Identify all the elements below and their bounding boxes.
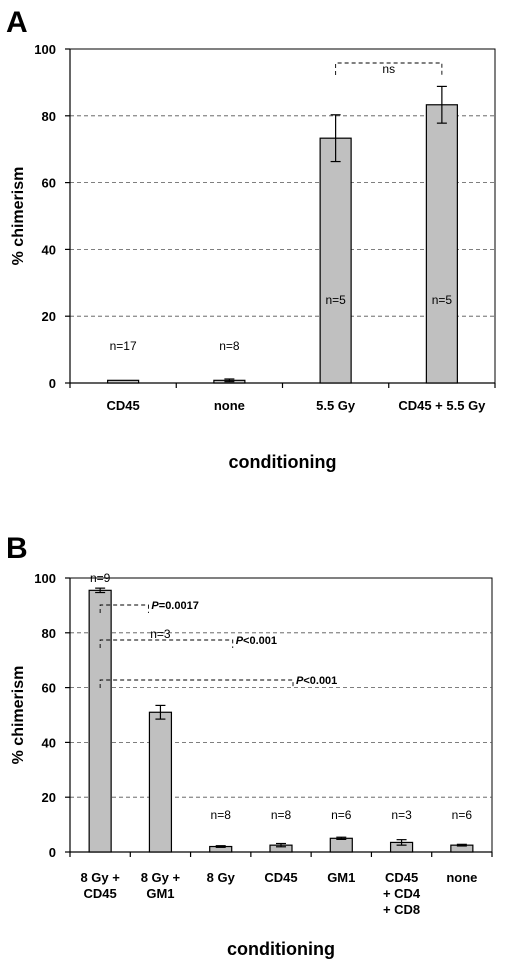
category-label: 5.5 Gy [316,398,356,413]
p-value: <0.001 [243,635,277,647]
n-label: n=3 [150,627,171,641]
category-label: CD45 [385,870,418,885]
x-axis-label: conditioning [229,452,337,472]
p-label: P [296,675,304,687]
bar [88,589,112,853]
p-value-label: P<0.001 [296,675,337,687]
category-label: 8 Gy + [141,870,181,885]
y-tick-label: 80 [42,626,56,641]
n-label: n=5 [325,293,346,307]
n-label: n=6 [331,808,352,822]
n-label: n=3 [391,808,412,822]
y-tick-label: 40 [42,242,56,257]
bar [148,711,173,853]
x-axis-label: conditioning [227,939,335,959]
p-label: P [151,600,159,612]
significance-bracket [99,639,234,648]
n-label: n=8 [211,808,232,822]
n-label: n=17 [110,339,137,353]
p-value: <0.001 [303,675,337,687]
y-tick-label: 20 [42,790,56,805]
category-label: none [214,398,245,413]
n-label: n=6 [452,808,473,822]
n-label: n=9 [90,571,111,585]
category-label: CD45 [84,886,117,901]
y-tick-label: 0 [49,376,56,391]
significance-bracket [99,604,149,613]
category-label: + CD8 [383,902,420,917]
bar [425,104,458,384]
significance-bracket [335,62,443,75]
y-tick-label: 20 [42,309,56,324]
panel-a-chart: A 0 20 40 60 80 100 n=17 n=8 n=5 n=5 CD45 none 5.5 Gy… [6,6,496,472]
category-label: GM1 [146,886,174,901]
category-label: GM1 [327,870,355,885]
y-axis-label: % chimerism [10,666,27,765]
y-tick-label: 40 [42,735,56,750]
category-label: 8 Gy [207,870,236,885]
category-label: none [446,870,477,885]
n-label: n=8 [271,808,292,822]
y-tick-label: 80 [42,109,56,124]
n-label: n=5 [432,293,453,307]
significance-bracket [99,679,294,688]
panel-letter: A [6,6,28,39]
significance-label: ns [382,62,395,76]
panel-b-chart: B 0 20 40 60 80 100 n=9 n=3 n=8 n=8 n=6 n=3 n=6 8 Gy +… [6,532,493,959]
category-label: CD45 [107,398,140,413]
category-label: + CD4 [383,886,421,901]
category-label: CD45 [264,870,297,885]
y-tick-label: 60 [42,176,56,191]
y-tick-label: 100 [34,571,56,586]
n-label: n=8 [219,339,240,353]
p-label: P [236,635,244,647]
p-value-label: P<0.001 [236,635,277,647]
y-tick-label: 60 [42,681,56,696]
bar [319,137,352,384]
p-value: =0.0017 [159,600,199,612]
bar [107,379,140,384]
category-label: CD45 + 5.5 Gy [398,398,486,413]
panel-letter: B [6,532,28,565]
bar [329,837,353,853]
p-value-label: P=0.0017 [151,600,198,612]
category-label: 8 Gy + [80,870,120,885]
y-tick-label: 0 [49,845,56,860]
y-axis-label: % chimerism [10,167,27,266]
y-tick-label: 100 [34,42,56,57]
